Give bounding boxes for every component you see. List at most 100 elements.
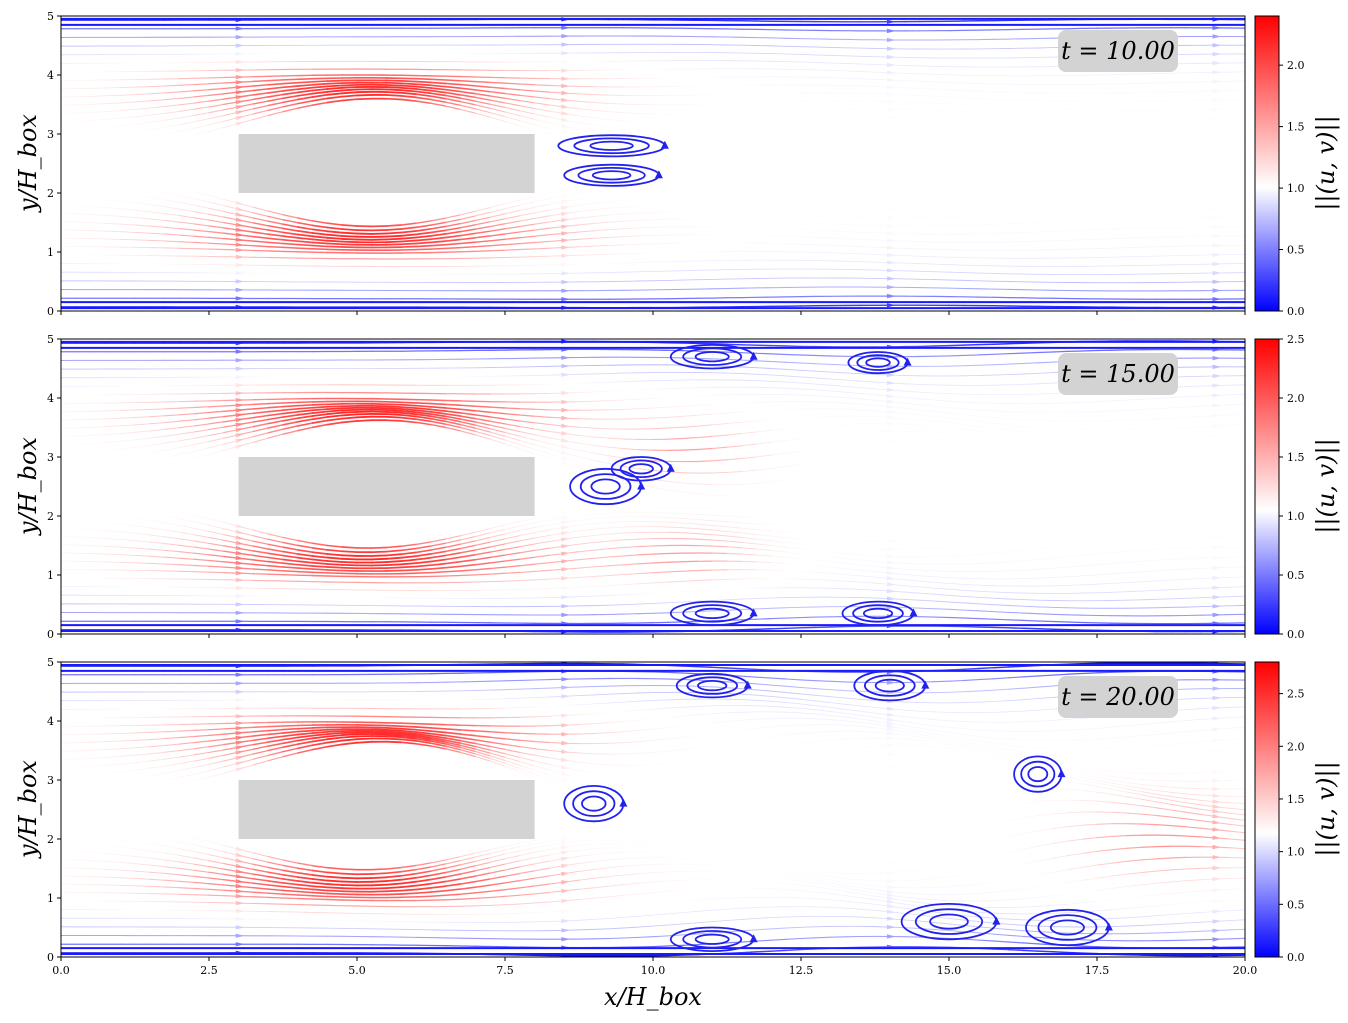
streamline-segment	[105, 183, 121, 186]
y-tick-label: 3	[47, 128, 54, 141]
streamline-segment	[859, 169, 876, 172]
streamline-segment	[311, 248, 329, 251]
streamline-segment	[815, 182, 831, 184]
streamline-segment	[178, 431, 195, 435]
streamline-segment	[252, 100, 269, 105]
streamline-segment	[519, 125, 535, 131]
streamline-segment	[415, 241, 432, 245]
streamline-segment	[667, 601, 684, 604]
streamline-segment	[400, 572, 417, 575]
streamline-segment	[859, 588, 876, 591]
streamline-segment	[978, 541, 994, 545]
streamline-segment	[252, 559, 269, 563]
streamline-segment	[785, 450, 802, 454]
streamline-segment	[134, 239, 151, 241]
streamline-segment	[1215, 482, 1231, 485]
streamline-segment	[830, 572, 846, 575]
streamline-segment	[711, 524, 728, 528]
streamline-segment	[282, 102, 299, 108]
streamline-segment	[164, 529, 180, 533]
streamline-segment	[1067, 152, 1083, 154]
streamline-segment	[682, 527, 698, 530]
streamline-segment	[534, 547, 550, 551]
streamline-segment	[918, 599, 935, 602]
streamline-segment	[904, 94, 920, 96]
streamline-segment	[237, 249, 255, 252]
streamline-segment	[282, 238, 299, 243]
streamline-segment	[652, 157, 669, 160]
streamline-segment	[1111, 154, 1127, 156]
streamline-segment	[534, 422, 550, 426]
streamline-segment	[311, 244, 329, 248]
colorbar-tick-label: 1.0	[1287, 182, 1305, 195]
streamline-segment	[149, 415, 166, 418]
streamline-segment	[919, 469, 935, 473]
streamline-segment	[1229, 175, 1245, 177]
streamline-segment	[267, 90, 284, 94]
streamline-segment	[682, 538, 698, 540]
streamline-segment	[800, 564, 817, 567]
streamline-segment	[119, 424, 136, 427]
streamline-segment	[593, 548, 610, 551]
streamline-segment	[90, 426, 106, 428]
streamline-segment	[608, 437, 624, 440]
streamline-segment	[400, 414, 418, 418]
streamline-segment	[919, 419, 935, 422]
streamline-segment	[104, 94, 121, 97]
streamline-segment	[90, 545, 106, 547]
streamline-segment	[237, 408, 255, 411]
streamline-segment	[800, 553, 817, 556]
streamline-segment	[830, 485, 846, 489]
streamline-segment	[563, 211, 580, 215]
streamline-segment	[415, 93, 432, 98]
streamline-segment	[1007, 134, 1024, 137]
streamline-segment	[1007, 549, 1024, 553]
streamline-segment	[682, 518, 698, 520]
streamline-segment	[608, 111, 624, 114]
streamline-segment	[1067, 144, 1083, 147]
streamline-segment	[593, 207, 609, 211]
streamline-segment	[1229, 527, 1245, 530]
streamline-segment	[267, 229, 284, 234]
streamline-segment	[445, 105, 462, 111]
streamline-segment	[134, 231, 151, 234]
streamline-segment	[326, 226, 344, 230]
streamline-segment	[297, 539, 314, 544]
y-tick-label: 5	[47, 10, 54, 23]
streamline-segment	[119, 431, 136, 434]
streamline-segment	[149, 204, 165, 208]
streamline-segment	[1022, 128, 1039, 130]
streamline-segment	[75, 197, 91, 199]
streamline-segment	[519, 100, 536, 104]
streamline-segment	[61, 519, 77, 521]
streamline-segment	[1052, 230, 1068, 232]
streamline-segment	[504, 242, 521, 246]
streamline-segment	[845, 159, 861, 161]
streamline-segment	[563, 433, 580, 436]
streamline-segment	[326, 560, 344, 563]
streamline-segment	[623, 144, 639, 148]
streamline-segment	[504, 102, 521, 107]
streamline-segment	[1022, 612, 1039, 615]
streamline-segment	[415, 553, 432, 557]
y-tick-label: 0	[47, 305, 54, 318]
streamline-arrow	[560, 444, 570, 449]
streamline-segment	[415, 88, 432, 92]
streamline-segment	[119, 546, 136, 549]
streamline-segment	[208, 421, 225, 425]
streamline-segment	[696, 523, 713, 526]
streamline-segment	[978, 105, 994, 107]
streamline-segment	[919, 255, 935, 258]
streamline-segment	[252, 226, 269, 231]
streamline-segment	[193, 552, 210, 556]
streamline-segment	[1052, 453, 1068, 457]
streamline-segment	[75, 512, 91, 514]
streamline-segment	[134, 187, 151, 191]
streamline-segment	[933, 271, 950, 273]
streamline-segment	[993, 501, 1009, 504]
streamline-segment	[119, 131, 136, 135]
streamline-arrow	[560, 129, 570, 134]
streamline-segment	[370, 546, 388, 549]
streamline-segment	[489, 81, 506, 84]
